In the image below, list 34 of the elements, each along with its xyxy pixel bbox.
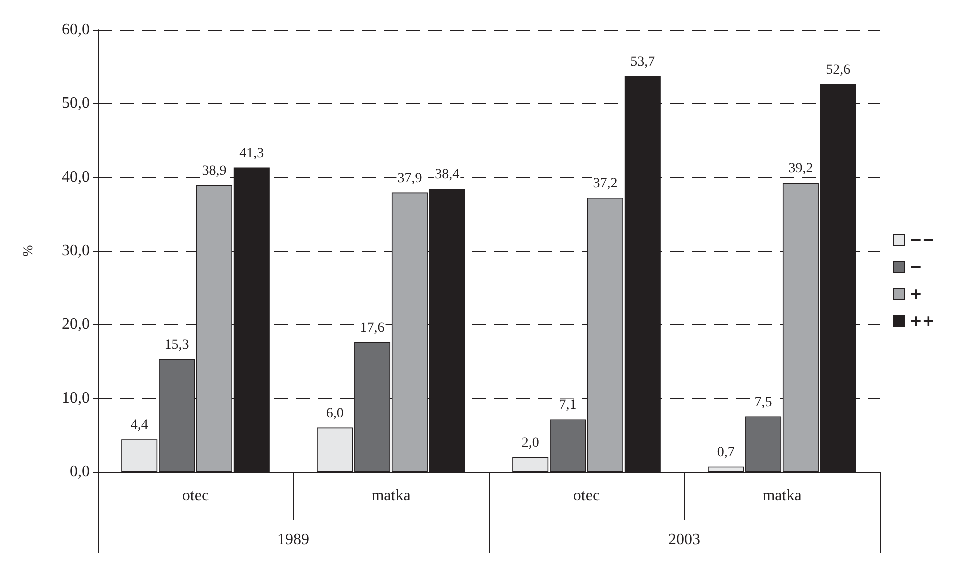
data-label: 15,3	[164, 338, 190, 353]
data-label: 7,5	[754, 395, 772, 410]
y-tick-label: 50,0	[62, 95, 90, 112]
data-label: 4,4	[130, 418, 148, 434]
legend-label: ++	[910, 312, 936, 330]
data-label: 38,4	[435, 168, 460, 183]
data-label: 7,1	[559, 398, 577, 414]
y-tick-label: 60,0	[62, 22, 90, 38]
legend-label: +	[910, 285, 922, 303]
x-tick-label: otec	[182, 488, 210, 504]
data-label: 37,2	[593, 176, 618, 192]
data-label: 2,0	[522, 436, 540, 451]
data-label: 52,6	[826, 63, 851, 78]
data-label: 38,9	[202, 164, 227, 179]
text: 2003	[668, 532, 700, 548]
data-label: 53,7	[630, 54, 656, 70]
data-label: 41,3	[240, 146, 264, 162]
data-label: 37,9	[398, 171, 422, 186]
legend-label: −−	[910, 231, 936, 249]
y-tick-label: 30,0	[62, 242, 90, 260]
y-tick-label: 10,0	[62, 390, 90, 407]
x-tick-label: otec	[573, 488, 600, 504]
data-label: 17,6	[360, 320, 385, 336]
data-label: 0,7	[717, 445, 735, 460]
text: 1989	[278, 532, 310, 548]
y-axis-title: %	[22, 244, 36, 257]
data-label: 39,2	[788, 162, 814, 177]
x-tick-label: matka	[372, 488, 411, 504]
legend-label: −	[910, 258, 922, 276]
y-tick-label: 20,0	[62, 316, 90, 334]
y-tick-label: 40,0	[62, 168, 90, 186]
y-tick-label: 0,0	[70, 464, 90, 480]
data-label: 6,0	[326, 406, 344, 422]
x-tick-label: matka	[762, 488, 802, 504]
